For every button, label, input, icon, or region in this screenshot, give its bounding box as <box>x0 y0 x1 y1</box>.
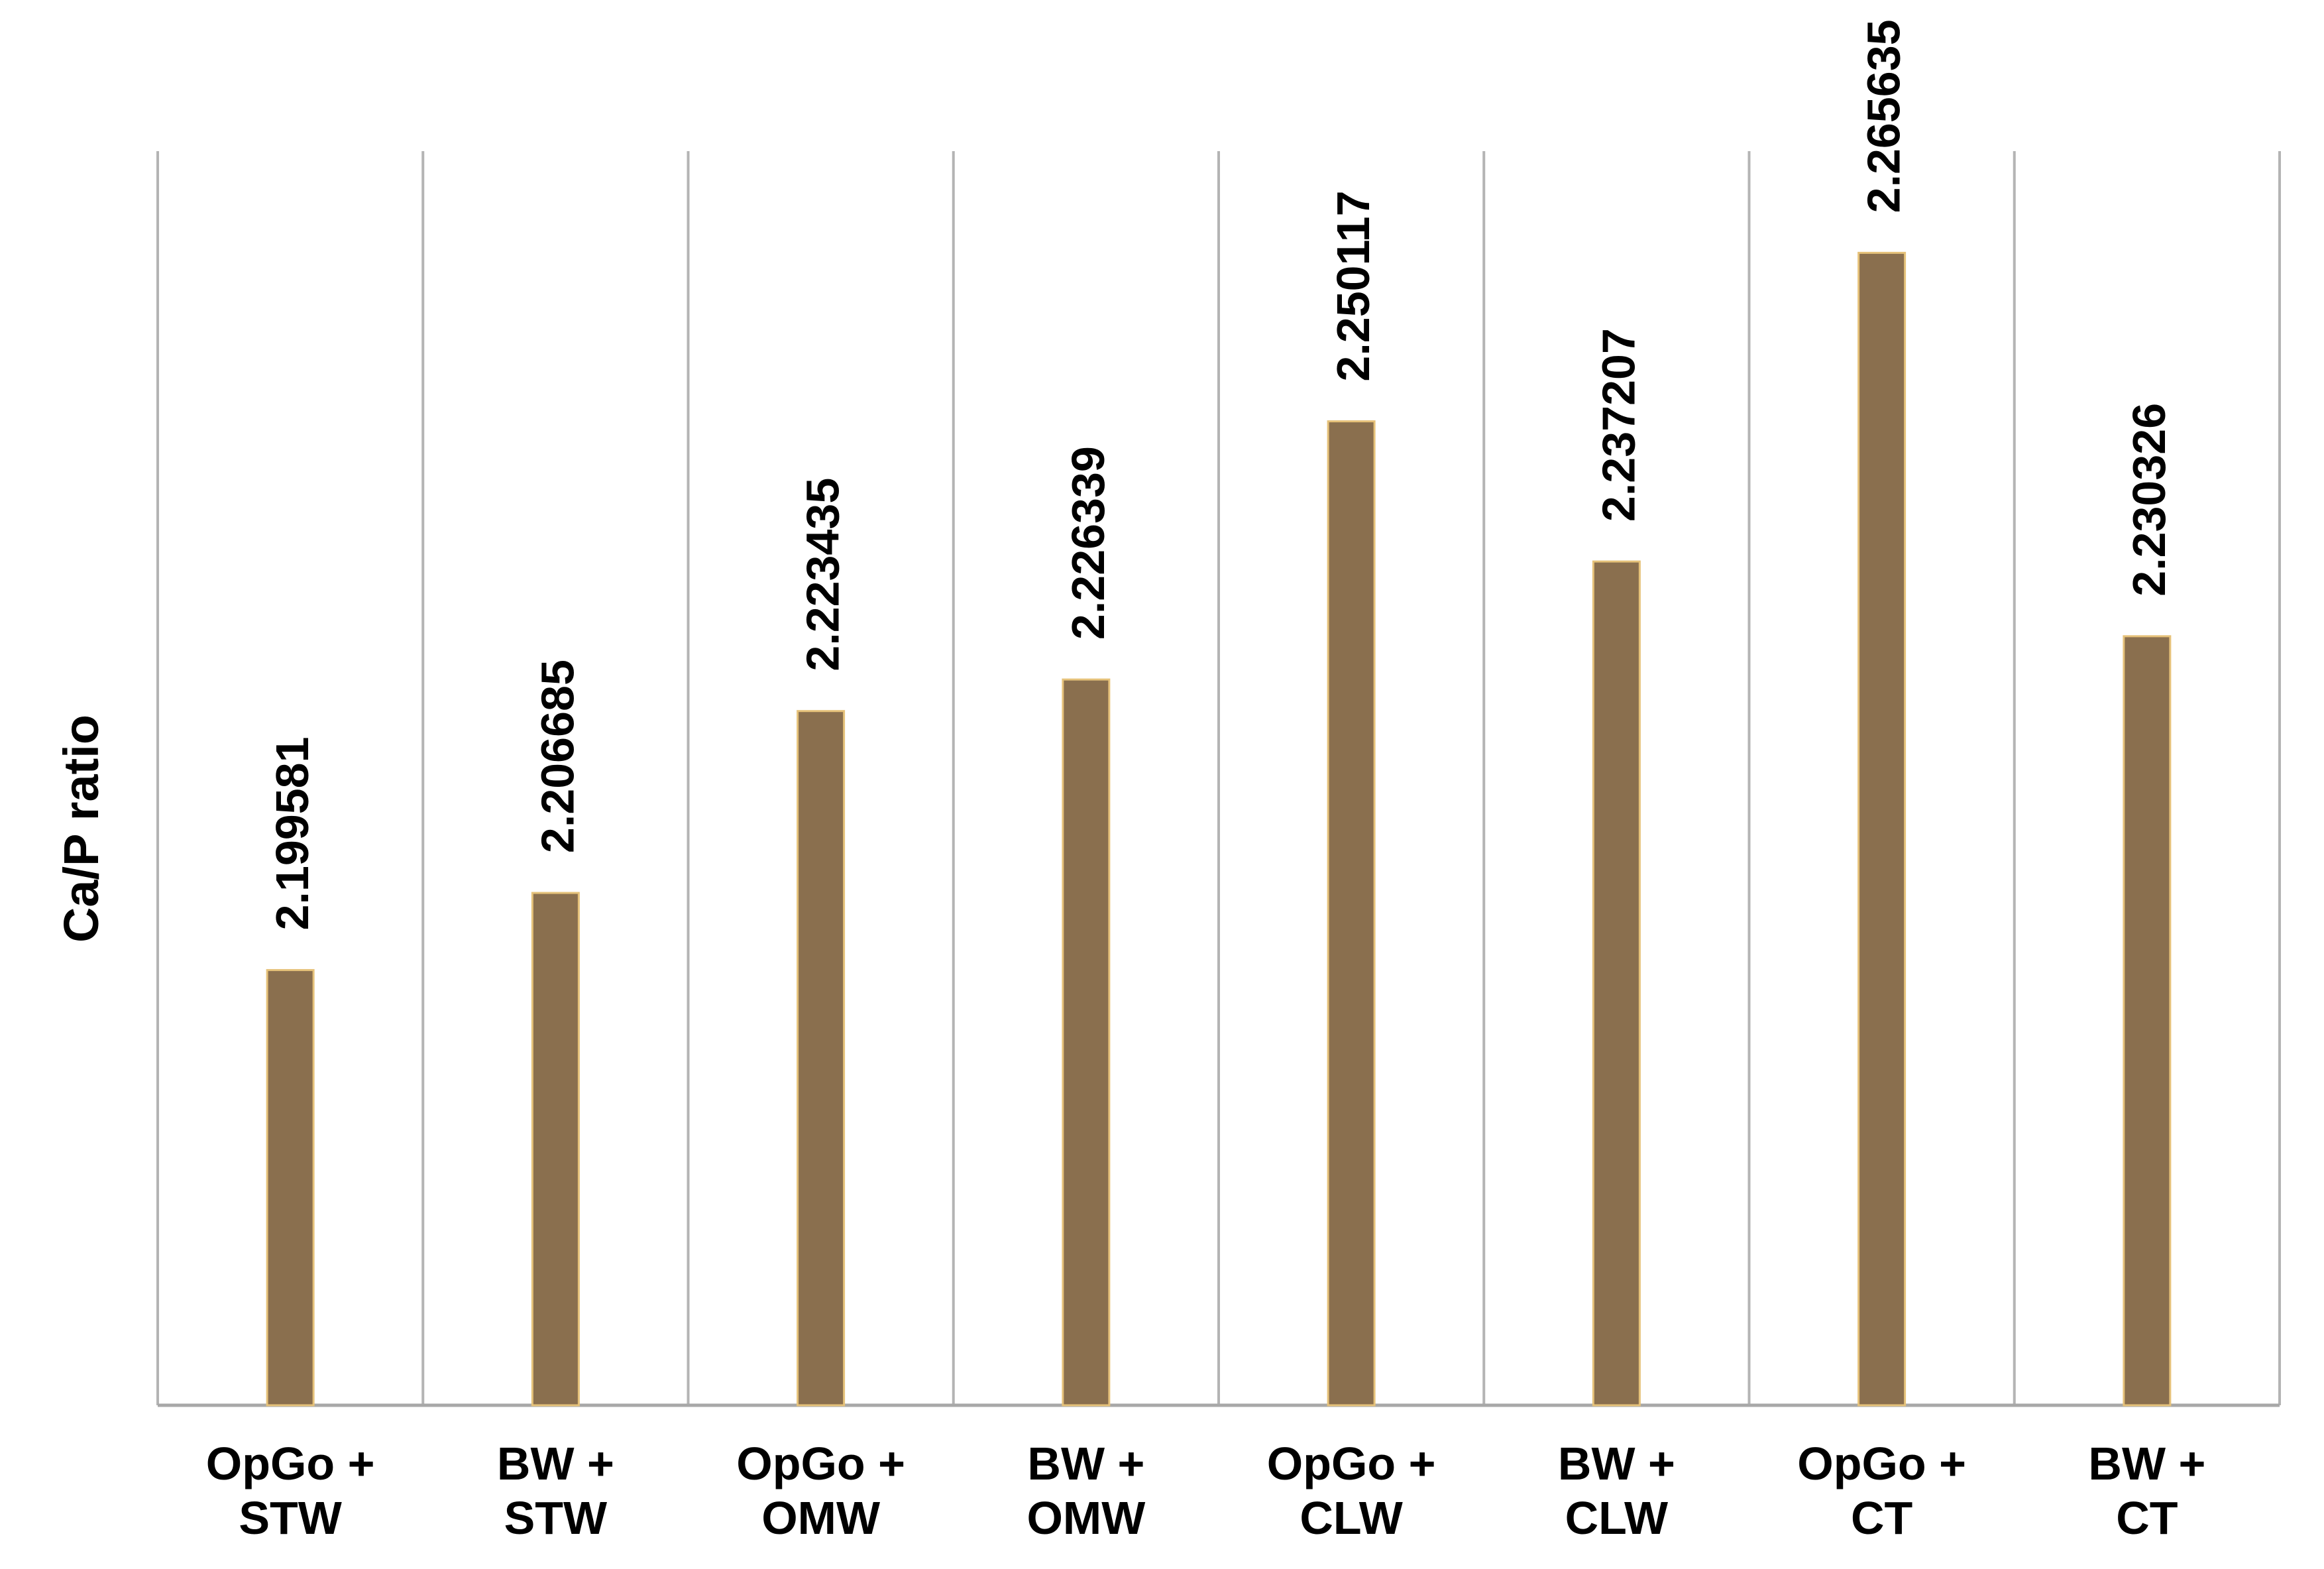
x-tick-label: OpGo + CLW <box>1267 1438 1436 1544</box>
data-label: 2.265635 <box>1858 19 1910 213</box>
x-tick-labels: OpGo + STW BW + STW OpGo + OMW BW + OMW OpGo + CL… <box>206 1438 2206 1544</box>
x-tick-label: OpGo + OMW <box>736 1438 905 1544</box>
bar <box>2123 635 2172 1407</box>
data-label: 2.223435 <box>797 478 849 671</box>
bar <box>1857 251 1907 1407</box>
bar <box>1327 420 1376 1407</box>
bar <box>1592 560 1641 1407</box>
data-label: 2.237207 <box>1592 328 1644 522</box>
data-label: 2.199581 <box>266 736 318 930</box>
data-labels: 2.199581 2.206685 2.223435 2.226339 2.250117… <box>266 19 2175 930</box>
x-tick-label: BW + OMW <box>1026 1438 1145 1544</box>
data-label: 2.250117 <box>1327 190 1379 381</box>
bar <box>1062 678 1111 1407</box>
data-label: 2.230326 <box>2123 403 2175 597</box>
data-label: 2.226339 <box>1062 446 1114 640</box>
x-tick-label: OpGo + CT <box>1797 1438 1966 1544</box>
x-tick-label: BW + CT <box>2088 1438 2205 1544</box>
x-tick-label: BW + CLW <box>1558 1438 1675 1544</box>
bars <box>266 251 2172 1407</box>
bar <box>797 710 846 1407</box>
x-tick-label: OpGo + STW <box>206 1438 375 1544</box>
bar <box>531 892 580 1407</box>
x-tick-label: BW + STW <box>497 1438 614 1544</box>
y-axis-label: Ca/P ratio <box>54 715 109 943</box>
bar <box>266 968 315 1407</box>
data-label: 2.206685 <box>531 660 583 853</box>
gridlines <box>156 151 2281 1407</box>
